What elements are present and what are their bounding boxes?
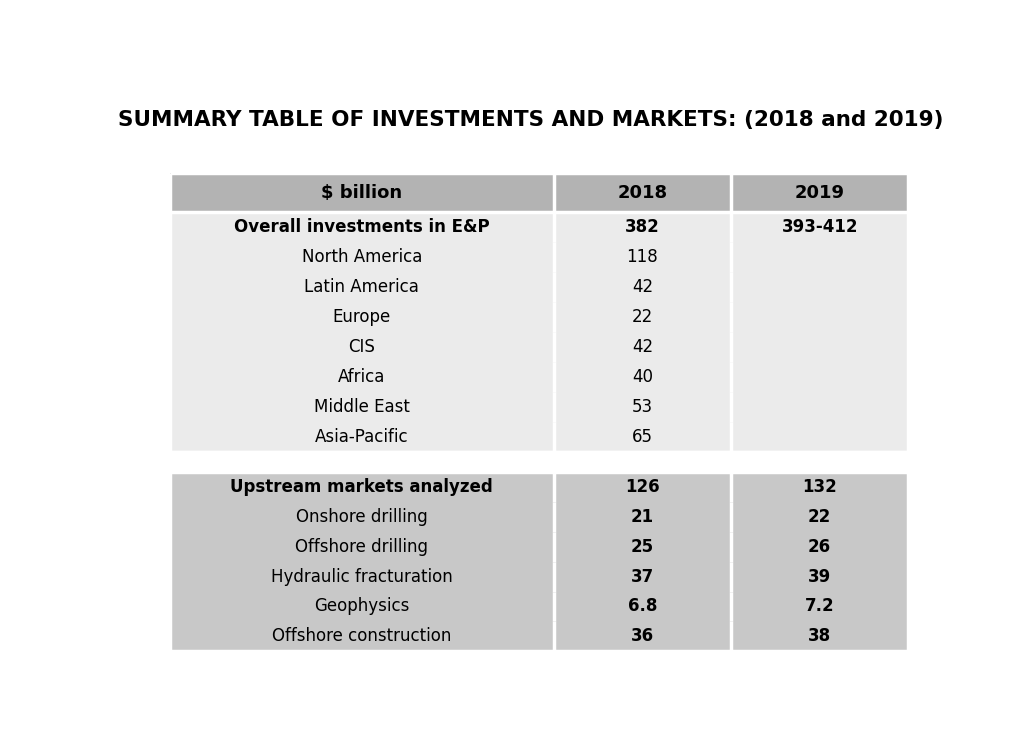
Text: 21: 21 bbox=[631, 508, 654, 526]
Text: $ billion: $ billion bbox=[321, 184, 402, 202]
Bar bbox=[170, 174, 909, 212]
Text: Hydraulic fracturation: Hydraulic fracturation bbox=[270, 568, 453, 586]
Text: Onshore drilling: Onshore drilling bbox=[296, 508, 428, 526]
Bar bbox=[170, 532, 909, 562]
Text: 382: 382 bbox=[625, 218, 660, 236]
Bar bbox=[170, 332, 909, 362]
Text: Upstream markets analyzed: Upstream markets analyzed bbox=[230, 478, 493, 496]
Bar bbox=[170, 452, 909, 472]
Bar bbox=[170, 592, 909, 622]
Text: 25: 25 bbox=[631, 538, 654, 556]
Text: Europe: Europe bbox=[333, 308, 391, 326]
Bar bbox=[170, 562, 909, 592]
Text: 6.8: 6.8 bbox=[628, 598, 657, 616]
Text: 42: 42 bbox=[632, 338, 653, 356]
Bar bbox=[170, 622, 909, 652]
Text: 36: 36 bbox=[631, 628, 654, 646]
Bar bbox=[170, 472, 909, 502]
Text: North America: North America bbox=[301, 248, 422, 266]
Bar bbox=[170, 422, 909, 452]
Text: Overall investments in E&P: Overall investments in E&P bbox=[234, 218, 490, 236]
Text: 22: 22 bbox=[808, 508, 831, 526]
Bar bbox=[170, 272, 909, 302]
Text: Africa: Africa bbox=[338, 368, 385, 386]
Text: Geophysics: Geophysics bbox=[314, 598, 409, 616]
Text: Asia-Pacific: Asia-Pacific bbox=[315, 428, 408, 446]
Text: 393-412: 393-412 bbox=[781, 218, 858, 236]
Text: 7.2: 7.2 bbox=[805, 598, 834, 616]
Text: 53: 53 bbox=[632, 398, 653, 416]
Text: 22: 22 bbox=[632, 308, 653, 326]
Bar bbox=[170, 502, 909, 532]
Text: 65: 65 bbox=[632, 428, 653, 446]
Bar bbox=[170, 212, 909, 242]
Text: 37: 37 bbox=[631, 568, 654, 586]
Bar bbox=[170, 242, 909, 272]
Text: 40: 40 bbox=[632, 368, 653, 386]
Text: 42: 42 bbox=[632, 278, 653, 296]
Text: Offshore drilling: Offshore drilling bbox=[295, 538, 428, 556]
Bar bbox=[170, 392, 909, 422]
Bar bbox=[170, 302, 909, 332]
Text: 38: 38 bbox=[808, 628, 831, 646]
Text: 2019: 2019 bbox=[795, 184, 844, 202]
Text: 26: 26 bbox=[808, 538, 831, 556]
Text: 126: 126 bbox=[625, 478, 660, 496]
Text: Latin America: Latin America bbox=[305, 278, 420, 296]
Bar bbox=[170, 362, 909, 392]
Text: SUMMARY TABLE OF INVESTMENTS AND MARKETS: (2018 and 2019): SUMMARY TABLE OF INVESTMENTS AND MARKETS… bbox=[118, 110, 944, 130]
Text: 118: 118 bbox=[627, 248, 658, 266]
Text: 132: 132 bbox=[802, 478, 837, 496]
Text: 2018: 2018 bbox=[617, 184, 667, 202]
Text: CIS: CIS bbox=[348, 338, 375, 356]
Text: 39: 39 bbox=[808, 568, 831, 586]
Text: Middle East: Middle East bbox=[314, 398, 409, 416]
Text: Offshore construction: Offshore construction bbox=[272, 628, 452, 646]
